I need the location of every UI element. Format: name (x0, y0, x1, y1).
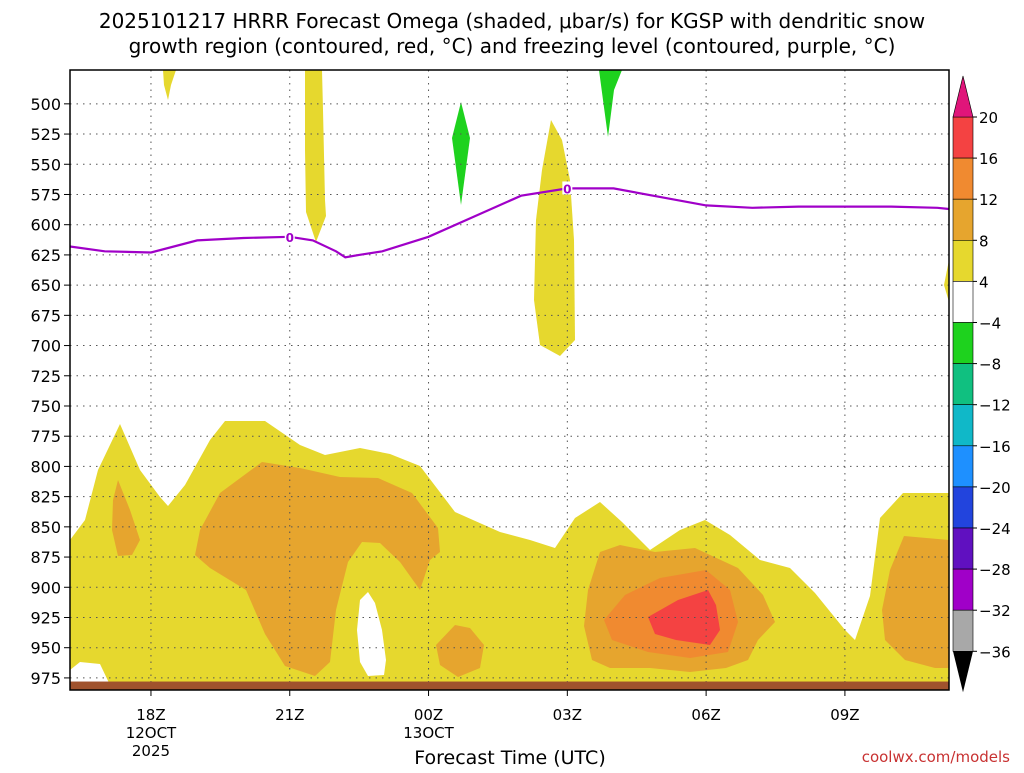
x-tick-sublabel-18Z: 12OCT (126, 724, 177, 742)
colorbar-label-11: −28 (979, 561, 1011, 579)
freezing-level-contour: 00 (69, 181, 950, 259)
omega-region-8-12-small (436, 625, 484, 677)
colorbar-label-5: −4 (979, 315, 1001, 333)
omega-region-neg-4-8-a (452, 102, 470, 205)
y-tick-label-700: 700 (30, 337, 61, 356)
colorbar-segment-2 (952, 198, 974, 241)
omega-region-4-8-right-edge (944, 260, 949, 302)
y-tick-label-975: 975 (30, 669, 61, 688)
y-tick-label-525: 525 (30, 125, 61, 144)
y-axis: 500 525 550 575 600 625 650 675 700 725 750 775 800 8… (30, 95, 70, 688)
freezing-level-label-bg-0 (284, 229, 295, 243)
plot-frame (69, 69, 950, 691)
x-tick-label-00Z: 00Z (414, 706, 443, 724)
chart-title-line-1: 2025101217 HRRR Forecast Omega (shaded, … (99, 9, 925, 33)
y-tick-label-775: 775 (30, 427, 61, 446)
x-axis-label: Forecast Time (UTC) (414, 747, 605, 768)
colorbar-top-arrow (952, 75, 974, 118)
x-tick-label-21Z: 21Z (275, 706, 304, 724)
x-tick-label-06Z: 06Z (691, 706, 720, 724)
freezing-level-line (69, 187, 950, 259)
omega-region-4-8-plume-b (305, 70, 326, 242)
colorbar-segment-4 (952, 281, 974, 323)
colorbar-label-0: 20 (979, 109, 998, 127)
x-tick-label-03Z: 03Z (553, 706, 582, 724)
omega-region-4-8-plume-a (163, 70, 176, 100)
y-tick-label-675: 675 (30, 306, 61, 325)
colorbar: 20 16 12 8 4 −4 −8 −12 −16 −20 −24 −28 −32 −36 (952, 75, 1011, 693)
colorbar-segment-10 (952, 527, 974, 570)
y-tick-label-650: 650 (30, 276, 61, 295)
colorbar-label-9: −20 (979, 479, 1011, 497)
chart-title-line-2: growth region (contoured, red, °C) and f… (129, 34, 896, 58)
omega-region-8-12-central (195, 462, 440, 676)
omega-region-8-12-far-east (882, 536, 949, 668)
y-tick-label-875: 875 (30, 548, 61, 567)
colorbar-segment-3 (952, 240, 974, 282)
colorbar-label-3: 8 (979, 232, 989, 250)
y-tick-label-500: 500 (30, 95, 61, 114)
omega-shading (70, 70, 949, 690)
y-tick-label-900: 900 (30, 578, 61, 597)
y-tick-label-625: 625 (30, 246, 61, 265)
colorbar-segment-7 (952, 404, 974, 447)
credit-text: coolwx.com/models (862, 748, 1010, 766)
omega-region-16-20 (648, 590, 720, 645)
y-tick-label-925: 925 (30, 608, 61, 627)
omega-region-8-12-west (112, 480, 140, 556)
ground-strip (70, 681, 949, 690)
y-tick-label-825: 825 (30, 488, 61, 507)
x-tick-label-09Z: 09Z (830, 706, 859, 724)
colorbar-segment-5 (952, 322, 974, 364)
colorbar-label-1: 16 (979, 150, 998, 168)
freezing-level-label-bg-1 (562, 181, 573, 195)
y-tick-label-725: 725 (30, 367, 61, 386)
colorbar-bottom-arrow (953, 651, 973, 693)
y-tick-label-800: 800 (30, 457, 61, 476)
colorbar-segment-6 (952, 363, 974, 406)
colorbar-label-4: 4 (979, 273, 989, 291)
omega-region-4-8-plume-c (534, 120, 575, 356)
colorbar-segment-9 (952, 486, 974, 529)
y-tick-label-750: 750 (30, 397, 61, 416)
colorbar-label-2: 12 (979, 191, 998, 209)
colorbar-label-7: −12 (979, 397, 1011, 415)
colorbar-segment-0 (952, 116, 974, 159)
colorbar-segment-11 (952, 568, 974, 611)
y-tick-label-850: 850 (30, 518, 61, 537)
x-tick-sublabel2-18Z: 2025 (132, 742, 170, 760)
x-tick-sublabel-00Z: 13OCT (403, 724, 454, 742)
omega-region-hole-a (357, 592, 386, 676)
y-tick-label-600: 600 (30, 216, 61, 235)
colorbar-label-10: −24 (979, 520, 1011, 538)
y-tick-label-550: 550 (30, 155, 61, 174)
freezing-level-label-1: 0 (563, 182, 571, 196)
colorbar-label-6: −8 (979, 356, 1001, 374)
x-tick-label-18Z: 18Z (136, 706, 165, 724)
y-tick-label-950: 950 (30, 639, 61, 658)
colorbar-label-13: −36 (979, 643, 1011, 661)
freezing-level-label-0: 0 (286, 231, 294, 245)
ground-layer (70, 681, 949, 690)
colorbar-segment-1 (952, 157, 974, 200)
colorbar-segment-8 (952, 445, 974, 488)
y-tick-label-575: 575 (30, 185, 61, 204)
colorbar-label-8: −16 (979, 438, 1011, 456)
colorbar-segment-12 (952, 609, 974, 652)
colorbar-label-12: −32 (979, 602, 1011, 620)
